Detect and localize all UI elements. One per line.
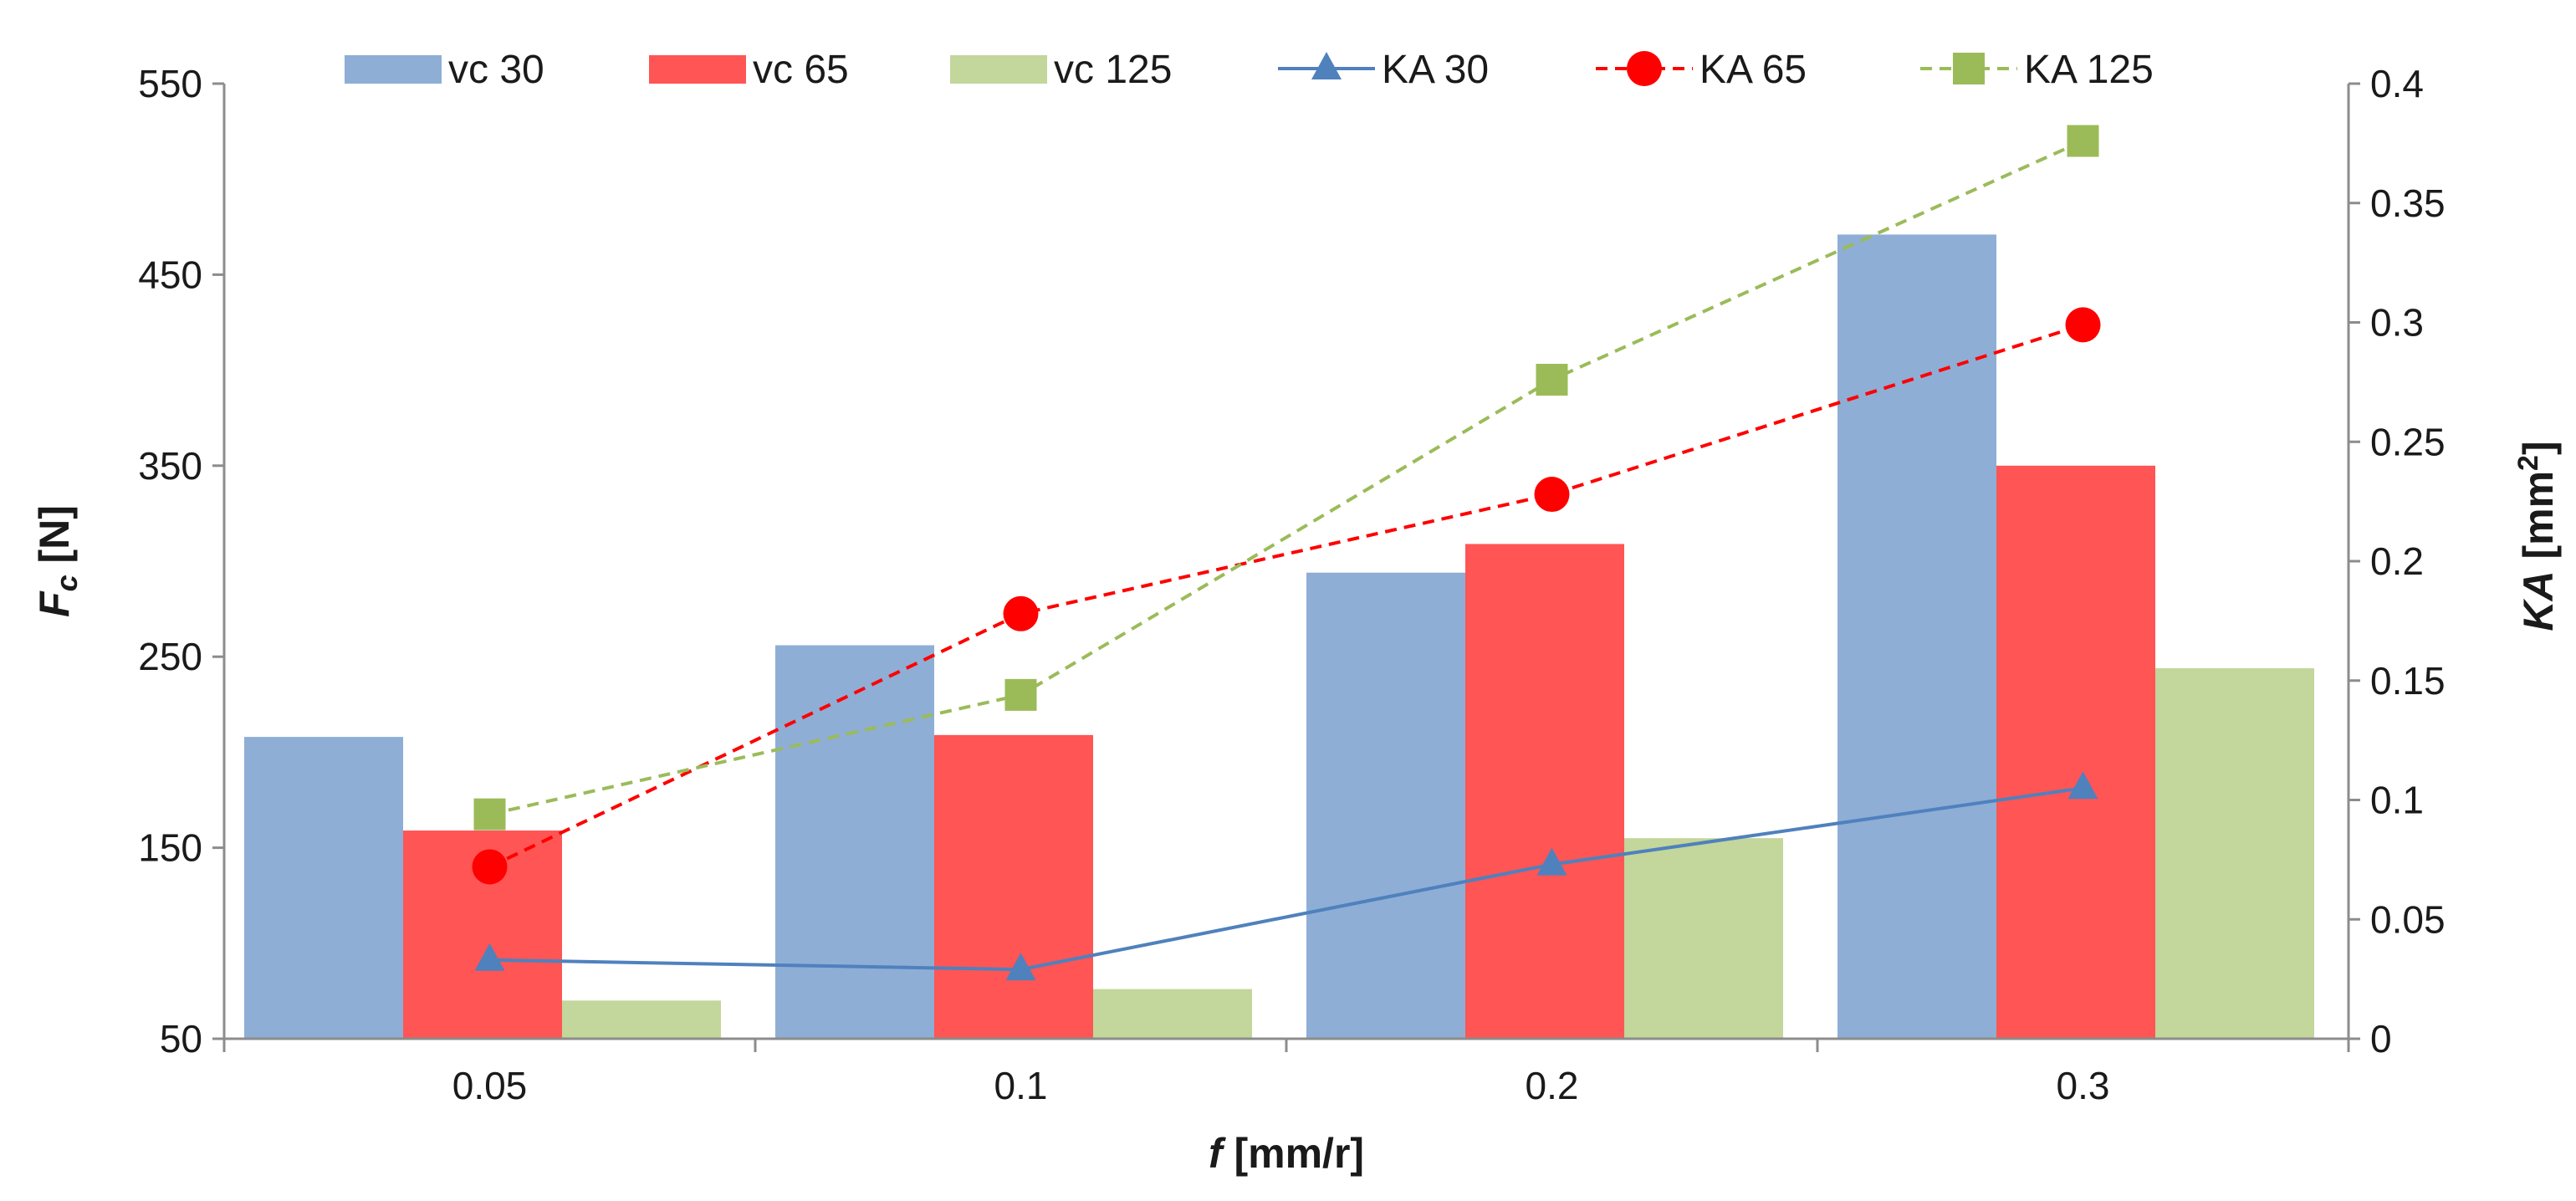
legend-swatch-vc-30 [345,55,442,84]
y2-tick-label: 0.35 [2370,181,2446,225]
legend-item-ka-125: KA 125 [1920,48,2154,92]
y2-axis-title: KA [mm2] [2512,441,2562,631]
bars-layer [244,234,2314,1039]
legend-item-vc-125: vc 125 [950,48,1172,92]
line-ka-65 [488,323,2084,869]
legend-label-vc-65: vc 65 [753,48,849,92]
y-tick-label: 250 [138,635,202,678]
ticks-layer: 50 150 250 350 450 550 0 0.05 0.1 0.15 0.2 0.25 0.3 0… [138,62,2445,1107]
legend-marker-ka-65 [1627,51,1662,86]
y2-axis-title-unit: [mm [2515,471,2562,570]
bar-vc-30-0-1 [775,645,934,1039]
y2-tick-label: 0.2 [2370,539,2424,583]
legend-label-vc-30: vc 30 [448,48,544,92]
marker-ka-30-0-3 [2067,771,2098,800]
marker-ka-65-0-2 [1534,477,1570,513]
legend-label-ka-65: KA 65 [1699,48,1807,92]
marker-ka-125-0-3 [2067,125,2099,157]
x-axis-title: f [mm/r] [1209,1130,1364,1177]
y-tick-label: 150 [138,826,202,870]
bar-vc-65-0-1 [934,734,1093,1039]
bar-vc-125-0-2 [1624,838,1783,1039]
bar-vc-30-0-3 [1837,234,1996,1039]
marker-ka-125-0-2 [1536,364,1568,396]
bar-vc-125-0-3 [2155,667,2314,1039]
legend-swatch-vc-65 [649,55,746,84]
bar-vc-30-0-05 [244,737,403,1039]
marker-ka-65-0-3 [2065,307,2101,343]
y-axis-title-unit: [N] [31,505,78,575]
y-tick-label: 50 [160,1017,202,1060]
legend-label-vc-125: vc 125 [1054,48,1172,92]
y-axis-title-main: F [31,590,78,617]
bar-vc-30-0-2 [1306,572,1465,1039]
legend-label-ka-30: KA 30 [1382,48,1489,92]
y2-axis-title-sup: 2 [2512,455,2544,471]
legend-item-vc-30: vc 30 [345,48,544,92]
y-axis-title-sub: c [49,575,84,591]
legend-item-vc-65: vc 65 [649,48,849,92]
marker-ka-30-0-05 [474,943,505,971]
bar-vc-125-0-05 [562,1000,721,1039]
x-tick-label: 0.2 [1526,1064,1579,1107]
x-axis-title-main: f [1209,1130,1226,1177]
y2-tick-label: 0.4 [2370,62,2424,105]
marker-ka-30-0-1 [1005,953,1036,981]
y2-tick-label: 0.25 [2370,420,2446,463]
y-tick-label: 450 [138,253,202,296]
x-tick-label: 0.05 [452,1064,528,1107]
y2-tick-label: 0.3 [2370,301,2424,345]
y2-tick-label: 0 [2370,1017,2392,1060]
legend-swatch-vc-125 [950,55,1047,84]
marker-ka-65-0-05 [472,849,508,885]
y-axis-title: Fc [N] [31,505,84,617]
y2-tick-label: 0.1 [2370,779,2424,822]
x-tick-label: 0.3 [2057,1064,2110,1107]
lines-layer [472,125,2101,981]
y2-tick-label: 0.05 [2370,897,2446,941]
marker-ka-30-0-2 [1536,847,1567,876]
line-ka-30 [489,786,2083,972]
legend-item-ka-30: KA 30 [1278,48,1489,92]
bar-vc-65-0-3 [1996,465,2155,1039]
x-tick-label: 0.1 [994,1064,1048,1107]
line-ka-125 [489,139,2084,816]
y-tick-label: 550 [138,62,202,105]
legend: vc 30 vc 65 vc 125 KA 30 KA 65 KA 125 [345,48,2154,92]
bar-vc-65-0-2 [1465,544,1624,1039]
marker-ka-65-0-1 [1003,595,1039,631]
marker-ka-125-0-1 [1004,678,1037,711]
marker-ka-125-0-05 [473,798,506,830]
y2-tick-label: 0.15 [2370,659,2446,703]
y2-axis-title-main: KA [2515,570,2562,631]
legend-item-ka-65: KA 65 [1596,48,1807,92]
y-tick-label: 350 [138,444,202,488]
x-axis-title-unit: [mm/r] [1223,1130,1364,1177]
bar-vc-125-0-1 [1093,989,1252,1039]
legend-marker-ka-125 [1953,53,1985,84]
legend-marker-ka-30 [1311,52,1342,79]
y2-axis-title-close: ] [2515,441,2562,455]
legend-label-ka-125: KA 125 [2024,48,2154,92]
